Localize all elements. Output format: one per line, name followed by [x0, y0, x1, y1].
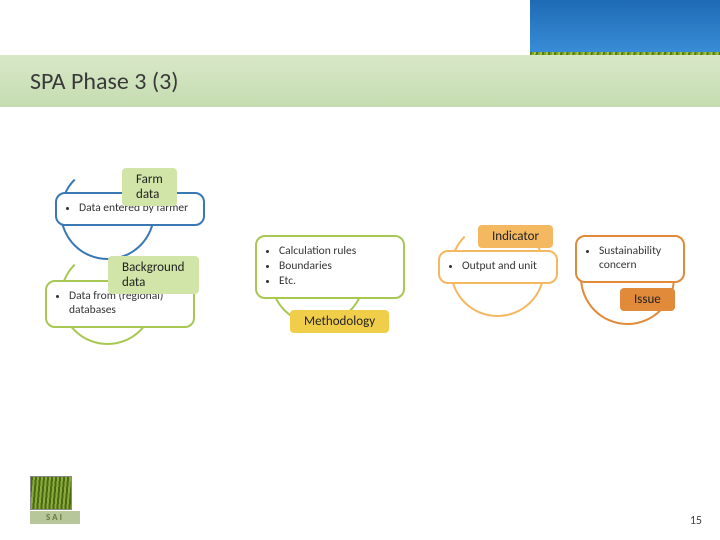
indicator-body: Output and unit [438, 250, 558, 284]
page-title: SPA Phase 3 (3) [30, 67, 179, 96]
background-title: Background data [108, 256, 199, 294]
logo-label: SAI [30, 511, 80, 524]
methodology-item: Calculation rules [279, 244, 395, 258]
indicator-title: Indicator [478, 225, 553, 248]
methodology-body: Calculation rules Boundaries Etc. [255, 235, 405, 299]
issue-item: Sustainability concern [599, 244, 675, 272]
issue-body: Sustainability concern [575, 235, 685, 283]
methodology-title: Methodology [290, 310, 389, 333]
indicator-item: Output and unit [462, 259, 548, 273]
diagram: Data entered by farmer Farm data Data fr… [0, 130, 720, 390]
methodology-item: Boundaries [279, 259, 395, 273]
sai-logo: SAI [30, 476, 80, 520]
title-bar: SPA Phase 3 (3) [0, 55, 720, 107]
issue-title: Issue [620, 288, 675, 311]
page-number: 15 [690, 514, 702, 528]
farm-title: Farm data [122, 168, 177, 206]
methodology-item: Etc. [279, 274, 395, 288]
